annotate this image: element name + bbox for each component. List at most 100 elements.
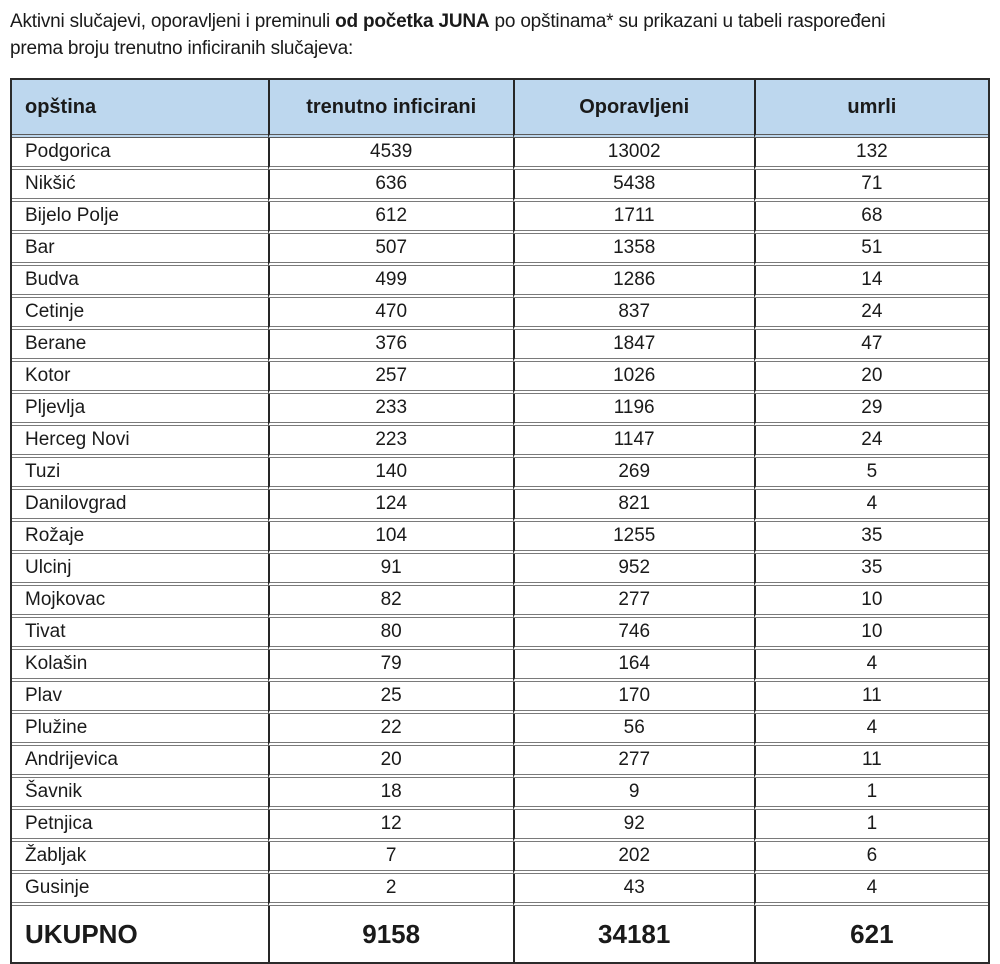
deaths-cell: 10 [753, 618, 988, 650]
currently-infected-cell: 233 [267, 394, 513, 426]
municipality-name-cell: Podgorica [12, 138, 268, 170]
municipality-name-cell: Petnjica [12, 810, 268, 842]
currently-infected-cell: 18 [267, 778, 513, 810]
total-deaths-cell: 621 [753, 906, 988, 962]
table-row: Danilovgrad 124 821 4 [12, 490, 988, 522]
deaths-cell: 4 [753, 490, 988, 522]
deaths-cell: 11 [753, 682, 988, 714]
currently-infected-cell: 7 [267, 842, 513, 874]
intro-paragraph: Aktivni slučajevi, oporavljeni i preminu… [10, 8, 940, 62]
table-row: Tuzi 140 269 5 [12, 458, 988, 490]
column-header-oporavljeni: Oporavljeni [512, 80, 754, 138]
currently-infected-cell: 612 [267, 202, 513, 234]
recovered-cell: 56 [512, 714, 754, 746]
table-row: Kotor 257 1026 20 [12, 362, 988, 394]
table-row: Andrijevica 20 277 11 [12, 746, 988, 778]
currently-infected-cell: 104 [267, 522, 513, 554]
recovered-cell: 1026 [512, 362, 754, 394]
deaths-cell: 24 [753, 298, 988, 330]
currently-infected-cell: 124 [267, 490, 513, 522]
municipality-name-cell: Žabljak [12, 842, 268, 874]
recovered-cell: 821 [512, 490, 754, 522]
deaths-cell: 4 [753, 714, 988, 746]
municipality-name-cell: Budva [12, 266, 268, 298]
table-row: Pljevlja 233 1196 29 [12, 394, 988, 426]
municipality-table: opština trenutno inficirani Oporavljeni … [10, 78, 990, 964]
table-row: Bar 507 1358 51 [12, 234, 988, 266]
deaths-cell: 14 [753, 266, 988, 298]
table-row: Herceg Novi 223 1147 24 [12, 426, 988, 458]
total-currently-infected-cell: 9158 [267, 906, 513, 962]
currently-infected-cell: 257 [267, 362, 513, 394]
municipality-name-cell: Kolašin [12, 650, 268, 682]
deaths-cell: 29 [753, 394, 988, 426]
municipality-name-cell: Gusinje [12, 874, 268, 906]
currently-infected-cell: 499 [267, 266, 513, 298]
header-row: opština trenutno inficirani Oporavljeni … [12, 80, 988, 138]
deaths-cell: 35 [753, 522, 988, 554]
table-row: Rožaje 104 1255 35 [12, 522, 988, 554]
deaths-cell: 6 [753, 842, 988, 874]
deaths-cell: 11 [753, 746, 988, 778]
currently-infected-cell: 82 [267, 586, 513, 618]
municipality-name-cell: Tuzi [12, 458, 268, 490]
table-row: Mojkovac 82 277 10 [12, 586, 988, 618]
deaths-cell: 68 [753, 202, 988, 234]
municipality-name-cell: Plav [12, 682, 268, 714]
currently-infected-cell: 4539 [267, 138, 513, 170]
column-header-opstina: opština [12, 80, 268, 138]
table-row: Cetinje 470 837 24 [12, 298, 988, 330]
municipality-name-cell: Bijelo Polje [12, 202, 268, 234]
deaths-cell: 1 [753, 778, 988, 810]
table-row: Gusinje 2 43 4 [12, 874, 988, 906]
currently-infected-cell: 20 [267, 746, 513, 778]
recovered-cell: 837 [512, 298, 754, 330]
municipality-name-cell: Rožaje [12, 522, 268, 554]
recovered-cell: 269 [512, 458, 754, 490]
deaths-cell: 24 [753, 426, 988, 458]
deaths-cell: 20 [753, 362, 988, 394]
table-row: Plužine 22 56 4 [12, 714, 988, 746]
municipality-name-cell: Kotor [12, 362, 268, 394]
municipality-name-cell: Andrijevica [12, 746, 268, 778]
recovered-cell: 1847 [512, 330, 754, 362]
deaths-cell: 1 [753, 810, 988, 842]
table-row: Ulcinj 91 952 35 [12, 554, 988, 586]
recovered-cell: 746 [512, 618, 754, 650]
deaths-cell: 10 [753, 586, 988, 618]
municipality-name-cell: Cetinje [12, 298, 268, 330]
table-footer: UKUPNO 9158 34181 621 [12, 906, 988, 962]
deaths-cell: 47 [753, 330, 988, 362]
table-row: Plav 25 170 11 [12, 682, 988, 714]
table-row: Bijelo Polje 612 1711 68 [12, 202, 988, 234]
recovered-cell: 277 [512, 586, 754, 618]
recovered-cell: 1147 [512, 426, 754, 458]
table-row: Petnjica 12 92 1 [12, 810, 988, 842]
total-row: UKUPNO 9158 34181 621 [12, 906, 988, 962]
intro-text-bold: od početka JUNA [335, 11, 490, 32]
municipality-name-cell: Danilovgrad [12, 490, 268, 522]
table-row: Kolašin 79 164 4 [12, 650, 988, 682]
municipality-name-cell: Ulcinj [12, 554, 268, 586]
currently-infected-cell: 25 [267, 682, 513, 714]
table-body: Podgorica 4539 13002 132 Nikšić 636 5438 71 Bije… [12, 138, 988, 906]
recovered-cell: 1711 [512, 202, 754, 234]
recovered-cell: 5438 [512, 170, 754, 202]
total-recovered-cell: 34181 [512, 906, 754, 962]
column-header-umrli: umrli [753, 80, 988, 138]
currently-infected-cell: 507 [267, 234, 513, 266]
currently-infected-cell: 91 [267, 554, 513, 586]
table-row: Podgorica 4539 13002 132 [12, 138, 988, 170]
table-row: Šavnik 18 9 1 [12, 778, 988, 810]
deaths-cell: 35 [753, 554, 988, 586]
recovered-cell: 170 [512, 682, 754, 714]
deaths-cell: 4 [753, 874, 988, 906]
municipality-name-cell: Mojkovac [12, 586, 268, 618]
document-page: Aktivni slučajevi, oporavljeni i preminu… [10, 8, 990, 964]
table-header: opština trenutno inficirani Oporavljeni … [12, 80, 988, 138]
recovered-cell: 1358 [512, 234, 754, 266]
currently-infected-cell: 470 [267, 298, 513, 330]
recovered-cell: 9 [512, 778, 754, 810]
currently-infected-cell: 80 [267, 618, 513, 650]
recovered-cell: 277 [512, 746, 754, 778]
